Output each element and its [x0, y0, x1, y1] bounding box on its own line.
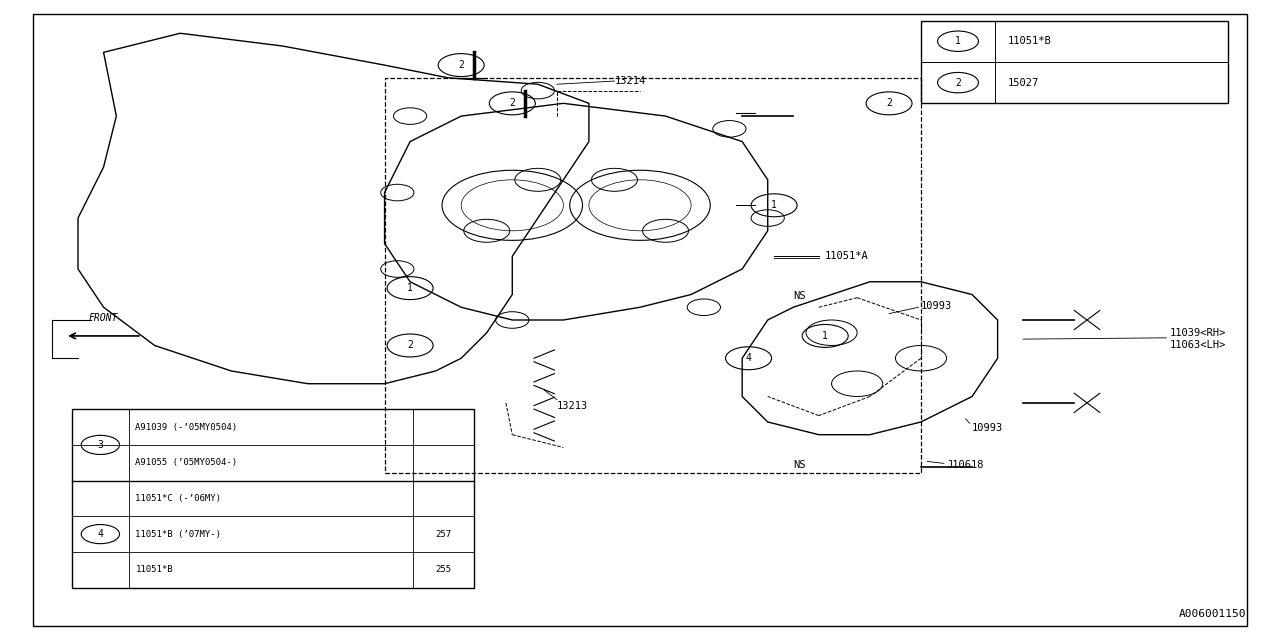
Text: 1: 1 — [955, 36, 961, 46]
Bar — [384, 78, 922, 473]
Text: 11063<LH>: 11063<LH> — [1170, 340, 1226, 351]
Text: 2: 2 — [886, 99, 892, 108]
Text: 11051*C (-’06MY): 11051*C (-’06MY) — [136, 494, 221, 503]
Text: 2: 2 — [955, 77, 961, 88]
Text: NS: NS — [794, 291, 806, 301]
Text: 10993: 10993 — [922, 301, 952, 311]
Text: 257: 257 — [435, 530, 452, 539]
Text: A91055 (’05MY0504-): A91055 (’05MY0504-) — [136, 458, 238, 467]
Text: 4: 4 — [97, 529, 104, 539]
Text: 3: 3 — [97, 440, 104, 450]
Text: 10993: 10993 — [972, 423, 1004, 433]
Text: 13213: 13213 — [557, 401, 589, 411]
Text: 255: 255 — [435, 565, 452, 574]
Text: NS: NS — [794, 460, 806, 470]
Bar — [922, 20, 1228, 103]
Text: 2: 2 — [407, 340, 413, 351]
Text: FRONT: FRONT — [88, 313, 118, 323]
Text: A006001150: A006001150 — [1179, 609, 1247, 620]
Text: 11051*B: 11051*B — [136, 565, 173, 574]
Text: A91039 (-’05MY0504): A91039 (-’05MY0504) — [136, 422, 238, 431]
Bar — [72, 409, 474, 588]
Text: 2: 2 — [458, 60, 465, 70]
Text: 11039<RH>: 11039<RH> — [1170, 328, 1226, 338]
Text: 2: 2 — [509, 99, 516, 108]
Text: 11051*A: 11051*A — [826, 252, 869, 261]
Text: 13214: 13214 — [614, 76, 645, 86]
Text: 4: 4 — [746, 353, 751, 364]
Text: J10618: J10618 — [946, 460, 984, 470]
Text: 15027: 15027 — [1007, 77, 1039, 88]
Text: 11051*B (’07MY-): 11051*B (’07MY-) — [136, 530, 221, 539]
Text: 1: 1 — [771, 200, 777, 211]
Text: 11051*B: 11051*B — [1007, 36, 1052, 46]
Text: 1: 1 — [822, 331, 828, 341]
Text: 1: 1 — [407, 283, 413, 293]
